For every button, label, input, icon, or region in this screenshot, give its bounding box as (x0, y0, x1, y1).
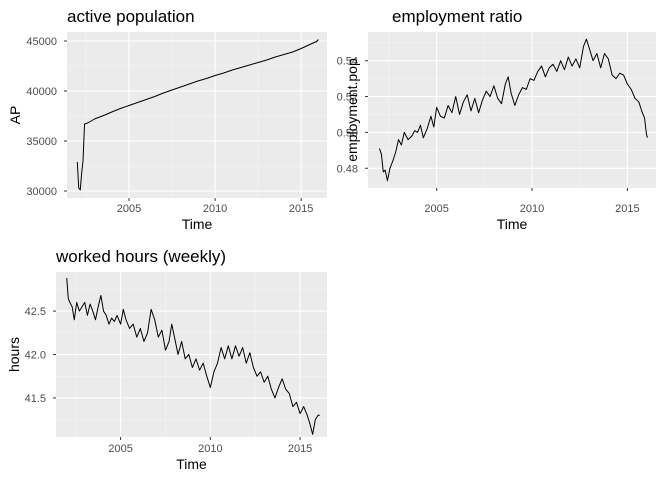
y-tick-label: 0.52 (337, 92, 358, 104)
series-line-1 (378, 38, 648, 182)
x-axis-title: Time (497, 216, 528, 232)
chart-panel-1: 2005 2010 2015 30000 35000 40000 45000 active p… (7, 7, 327, 232)
y-tick-label: 0.48 (337, 163, 358, 175)
x-tick-label: 2010 (520, 203, 544, 215)
x-tick-label: 2005 (117, 203, 141, 215)
series-line-1 (76, 39, 319, 191)
y-tick-label: 30000 (26, 186, 57, 198)
panel-background (67, 32, 327, 198)
chart-title: worked hours (weekly) (55, 247, 226, 266)
y-tick-label: 42.0 (25, 350, 46, 362)
chart-title: active population (67, 7, 195, 26)
y-axis-title: hours (6, 337, 22, 372)
x-tick-label: 2015 (615, 203, 639, 215)
x-tick-label: 2010 (203, 203, 227, 215)
x-tick-label: 2005 (424, 203, 448, 215)
y-tick-label: 0.50 (337, 127, 358, 139)
x-tick-label: 2005 (108, 443, 132, 455)
y-tick-label: 40000 (26, 86, 57, 98)
chart-panel-2: 2005 2010 2015 0.48 0.50 0.52 0.54 employment r… (337, 7, 656, 232)
y-axis-title: AP (7, 106, 23, 125)
x-tick-label: 2010 (198, 443, 222, 455)
x-tick-label: 2015 (288, 443, 312, 455)
y-tick-label: 45000 (26, 36, 57, 48)
series-line-1 (66, 278, 320, 435)
x-axis-title: Time (182, 216, 213, 232)
chart-panel-3: 2005 2010 2015 41.5 42.0 42.5 worked hours (we… (6, 247, 327, 472)
panel-background (368, 32, 656, 188)
y-tick-label: 41.5 (25, 393, 46, 405)
chart-title: employment ratio (392, 7, 522, 26)
y-tick-label: 35000 (26, 136, 57, 148)
y-tick-label: 0.54 (337, 56, 358, 68)
x-axis-title: Time (176, 456, 207, 472)
y-tick-label: 42.5 (25, 306, 46, 318)
y-axis-title: employment.pop (344, 58, 360, 162)
x-tick-label: 2015 (289, 203, 313, 215)
